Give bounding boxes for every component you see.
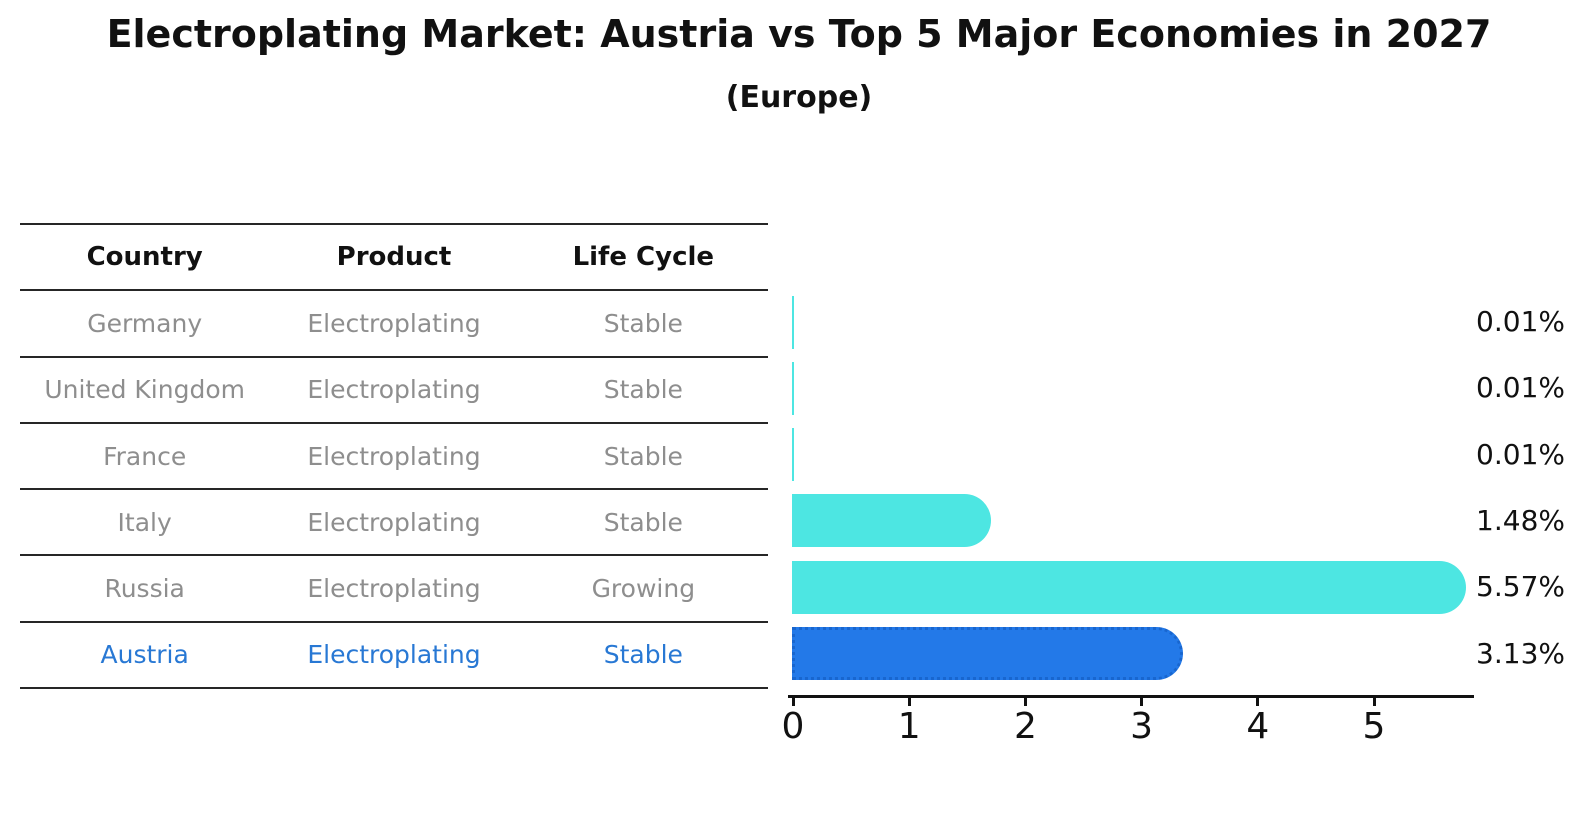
table-body: Germany Electroplating Stable United Kin… (20, 291, 768, 690)
tick-label: 5 (1362, 706, 1386, 747)
cell-lifecycle: Stable (603, 441, 683, 471)
x-axis-line (788, 695, 1474, 698)
cell-product: Electroplating (307, 574, 481, 604)
cell-country: Italy (117, 507, 172, 537)
cell-country: Austria (100, 640, 189, 670)
bar-row: 1.48% (792, 488, 1565, 554)
cell-product: Electroplating (307, 375, 481, 405)
tick-label: 1 (897, 706, 921, 747)
tick-mark (1372, 697, 1376, 706)
tick-mark (907, 697, 911, 706)
value-bar (792, 560, 1466, 614)
table-row: Italy Electroplating Stable (20, 490, 768, 557)
bar-row: 3.13% (792, 621, 1565, 687)
cell-product: Electroplating (307, 507, 481, 537)
value-bar (792, 361, 794, 415)
value-label: 0.01% (1476, 305, 1565, 338)
table-row: France Electroplating Stable (20, 424, 768, 491)
bar-row: 0.01% (792, 422, 1565, 488)
value-label: 3.13% (1476, 636, 1565, 670)
value-label: 0.01% (1476, 437, 1565, 471)
tick-mark (1256, 697, 1260, 706)
cell-lifecycle: Stable (603, 375, 683, 405)
value-bar (792, 295, 794, 349)
table-header-row: Country Product Life Cycle (20, 225, 768, 292)
table-row: Germany Electroplating Stable (20, 291, 768, 358)
cell-country: France (103, 441, 187, 471)
tick-label: 3 (1130, 706, 1154, 747)
cell-product: Electroplating (307, 441, 481, 471)
value-bar (792, 428, 794, 482)
tick-mark (1023, 697, 1027, 706)
table-header-lifecycle: Life Cycle (572, 242, 715, 273)
value-label: 5.57% (1476, 570, 1565, 604)
cell-product: Electroplating (307, 640, 481, 670)
chart-title: Electroplating Market: Austria vs Top 5 … (106, 12, 1492, 56)
cell-country: United Kingdom (44, 375, 245, 405)
cell-product: Electroplating (307, 308, 481, 338)
table-row: Russia Electroplating Growing (20, 556, 768, 623)
table-row: United Kingdom Electroplating Stable (20, 358, 768, 424)
country-table: Country Product Life Cycle Germany Elect… (20, 223, 768, 690)
tick-label: 2 (1013, 706, 1037, 747)
cell-lifecycle: Stable (603, 507, 683, 537)
value-bar (792, 494, 991, 548)
chart-subtitle: (Europe) (725, 80, 873, 115)
bar-row: 0.01% (792, 289, 1565, 355)
cell-lifecycle: Stable (603, 308, 683, 338)
table-header-product: Product (336, 242, 452, 273)
cell-lifecycle: Growing (591, 574, 696, 604)
table-header-country: Country (86, 242, 203, 273)
value-bar (792, 627, 1183, 681)
table-row: Austria Electroplating Stable (20, 623, 768, 690)
tick-mark (1140, 697, 1144, 706)
bar-row: 5.57% (792, 554, 1565, 620)
value-label: 1.48% (1476, 503, 1565, 537)
value-label: 0.01% (1476, 371, 1565, 405)
cell-country: Germany (87, 308, 203, 338)
tick-label: 0 (781, 706, 805, 747)
tick-label: 4 (1246, 706, 1270, 747)
cell-lifecycle: Stable (603, 640, 683, 670)
tick-mark (791, 697, 795, 706)
cell-country: Russia (104, 574, 185, 604)
bar-row: 0.01% (792, 355, 1565, 421)
